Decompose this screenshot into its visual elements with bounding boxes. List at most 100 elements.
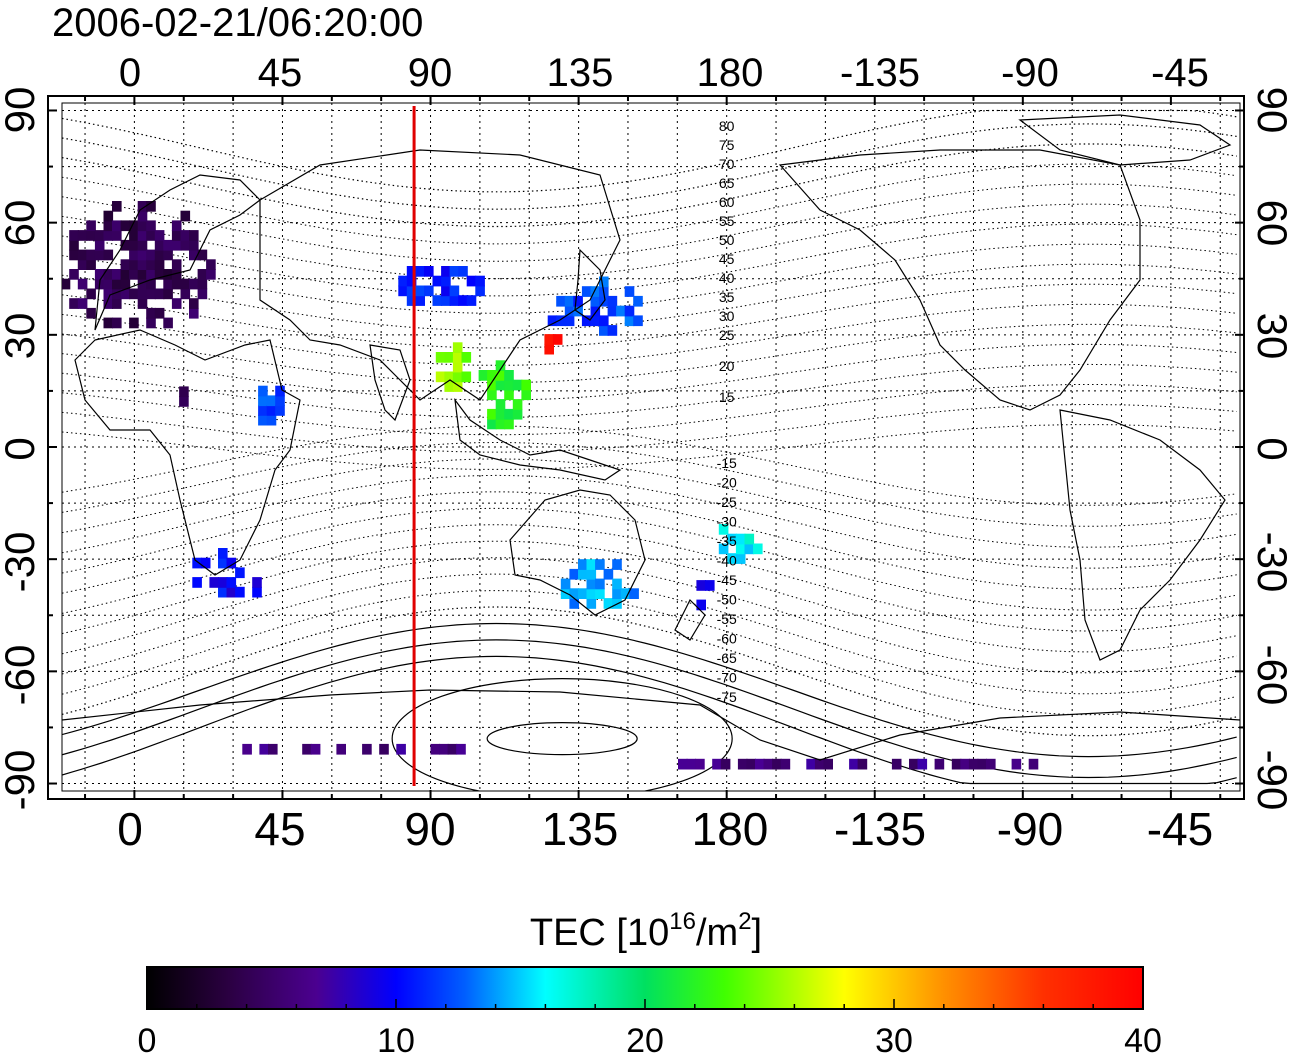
coastline-japan: [574, 248, 606, 321]
magnetic-latitude-contour: [62, 163, 1237, 245]
tec-cell: [406, 266, 417, 277]
magnetic-latitude-contour: [62, 458, 1237, 548]
tec-cell: [595, 578, 605, 590]
tec-cell: [235, 586, 245, 598]
lon-tick-label: -45: [1147, 803, 1213, 855]
tec-cell: [154, 239, 165, 251]
coastline-se-asia: [454, 397, 622, 481]
tec-cell: [441, 275, 451, 287]
tec-cell: [137, 201, 148, 212]
tec-cell: [569, 568, 579, 580]
lon-tick-label: -135: [834, 803, 926, 855]
tec-cell: [1011, 758, 1022, 770]
tec-cell: [449, 266, 460, 277]
tec-cell: [547, 315, 558, 327]
tec-cell: [744, 533, 755, 545]
lon-tick-label: 180: [697, 51, 764, 95]
tec-cell: [171, 269, 182, 280]
tec-cell: [891, 758, 902, 770]
tec-cell: [252, 586, 262, 598]
tec-cell: [556, 295, 566, 307]
tec-cell: [461, 352, 472, 363]
tec-cell: [103, 249, 114, 261]
lat-tick-label: 90: [0, 87, 43, 134]
tec-cell: [495, 370, 506, 381]
tec-cell: [603, 568, 614, 580]
tec-cell: [120, 220, 131, 232]
tec-cell: [590, 295, 601, 307]
tec-cell: [727, 533, 737, 545]
colorbar-tick-label: 10: [377, 1022, 415, 1057]
tec-cell: [521, 379, 531, 391]
tec-data-layer: [62, 201, 1039, 770]
tec-cell: [432, 295, 443, 306]
tec-cell: [696, 599, 706, 611]
lon-tick-label: 135: [547, 51, 614, 95]
lon-tick-label: -90: [997, 803, 1063, 855]
tec-cell: [146, 317, 156, 329]
tec-cell: [968, 758, 979, 770]
tec-cell: [112, 201, 122, 212]
tec-cell: [599, 276, 609, 288]
tec-cell: [406, 295, 417, 306]
tec-cell: [595, 588, 605, 599]
colorbar-tick-label: 30: [875, 1022, 913, 1057]
tec-cell: [544, 334, 554, 345]
tec-cell: [154, 269, 165, 280]
tec-cell: [120, 239, 131, 251]
coastline-antarctica: [62, 689, 1240, 761]
lat-tick-label: -30: [1249, 532, 1292, 593]
magnetic-latitude-label: -30: [717, 514, 737, 530]
tec-cell: [154, 307, 165, 319]
tec-cell: [424, 285, 434, 297]
tec-cell: [189, 239, 199, 251]
tec-cell: [814, 758, 825, 770]
lat-tick-label: -60: [1249, 645, 1292, 706]
tec-cell: [266, 405, 277, 416]
tec-cell: [180, 239, 191, 251]
tec-cell: [586, 588, 597, 599]
tec-cell: [258, 414, 268, 426]
magnetic-latitude-label: 40: [719, 270, 735, 286]
tec-cell: [86, 307, 96, 319]
magnetic-latitude-label: -25: [717, 494, 737, 510]
lon-tick-label: -135: [840, 51, 920, 95]
coastline-asia: [259, 149, 621, 401]
tec-cell: [590, 286, 601, 297]
tec-cell: [495, 379, 506, 391]
tec-cell: [569, 588, 579, 599]
tec-cell: [452, 381, 463, 392]
lon-axis-top: 0 45 90 135 180 -135 -90 -45: [119, 51, 1209, 95]
tec-cell: [487, 418, 497, 430]
magnetic-latitude-contour: [62, 622, 1237, 758]
tec-cell: [487, 370, 497, 381]
tec-cell: [218, 577, 228, 588]
tec-cell: [452, 352, 463, 363]
tec-cell: [120, 269, 131, 280]
tec-cell: [137, 278, 148, 290]
tec-cell: [624, 315, 635, 327]
tec-cell: [189, 278, 199, 290]
tec-cell: [62, 278, 71, 290]
tec-cell: [986, 758, 996, 770]
tec-cell: [612, 578, 622, 590]
tec-cell: [163, 249, 173, 261]
colorbar-tick-label: 0: [138, 1022, 157, 1057]
tec-cell: [259, 743, 269, 755]
magnetic-latitude-contour: [62, 143, 1237, 228]
magnetic-latitude-contour: [62, 203, 1237, 280]
tec-cell: [586, 568, 597, 580]
lon-tick-label: -45: [1151, 51, 1209, 95]
lat-tick-label: -60: [0, 645, 43, 706]
tec-cell: [458, 266, 468, 277]
tec-cell: [612, 559, 622, 570]
tec-cell: [1028, 758, 1039, 770]
tec-cell: [560, 578, 571, 590]
tec-cell: [218, 548, 228, 559]
tec-cell: [103, 278, 114, 290]
tec-cell: [512, 379, 523, 391]
magnetic-latitude-label: 70: [719, 156, 735, 172]
tec-cell: [444, 381, 454, 392]
tec-cell: [171, 230, 182, 241]
tec-cell: [586, 578, 597, 590]
